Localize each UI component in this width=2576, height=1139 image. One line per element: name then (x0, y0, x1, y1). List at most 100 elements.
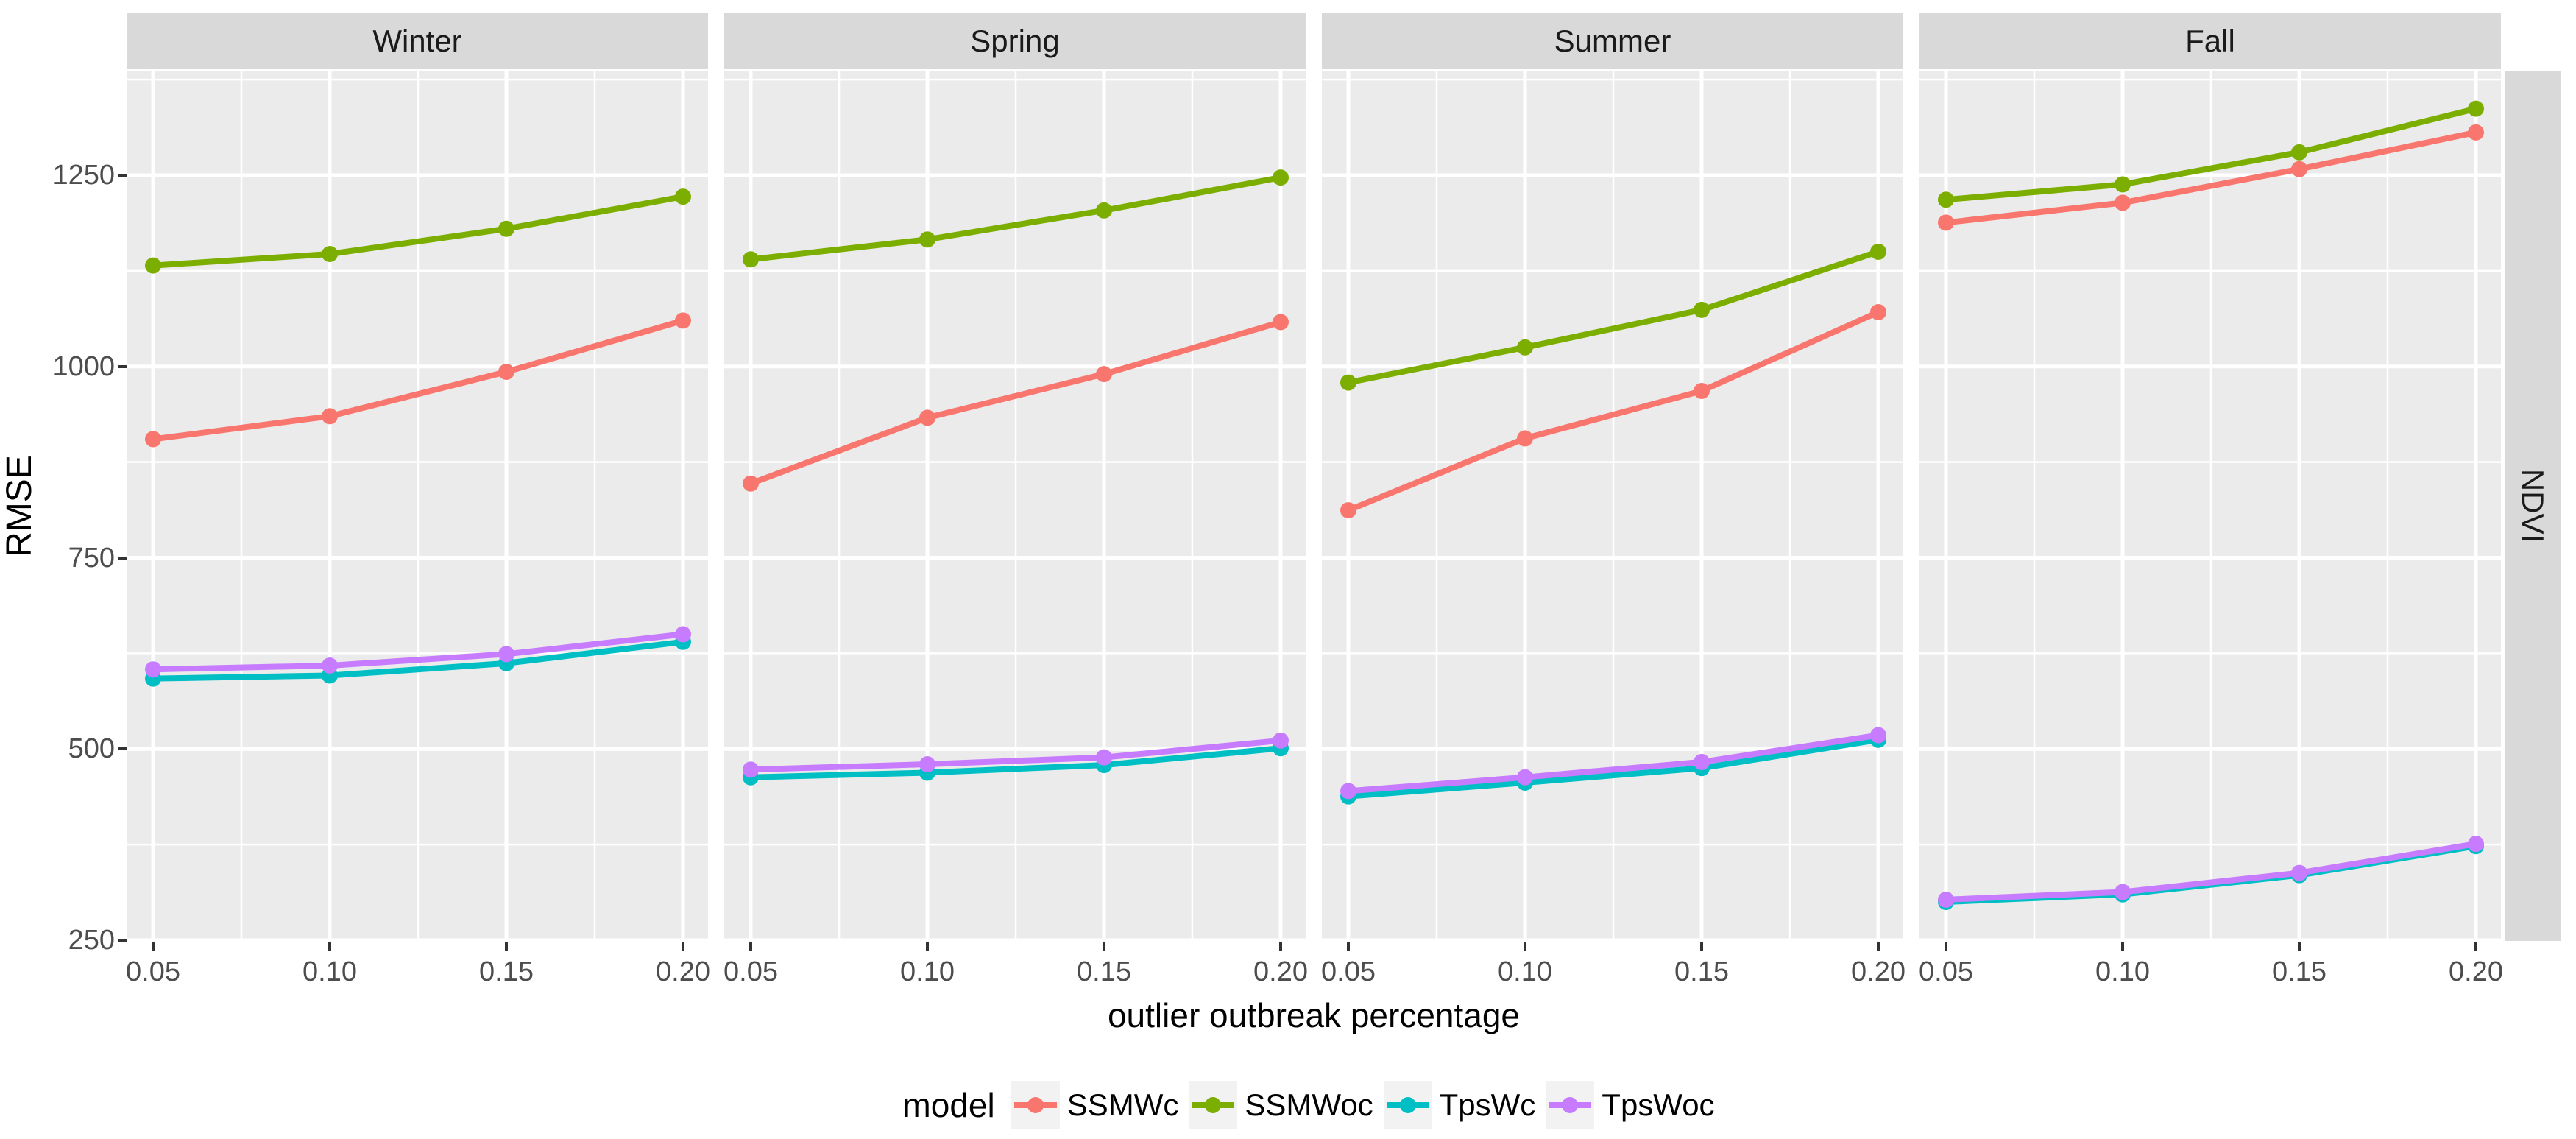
y-tick-mark (118, 364, 127, 368)
data-point-SSMWoc (1938, 191, 1954, 208)
series-line-SSMWc (748, 319, 1284, 487)
y-tick-mark (118, 747, 127, 751)
y-axis-title: RMSE (0, 0, 41, 1012)
data-point-SSMWc (743, 475, 759, 492)
panel-summer (1322, 71, 1903, 941)
panel-fall (1919, 71, 2501, 941)
legend-entry-SSMWc: SSMWc (1011, 1081, 1179, 1129)
data-point-TpsWoc (1273, 732, 1289, 749)
facet-strip-label: Summer (1554, 24, 1671, 58)
data-point-SSMWoc (498, 220, 514, 237)
x-tick-label-0.20: 0.20 (656, 956, 710, 987)
panel-winter (127, 71, 708, 941)
x-tick-mark (1877, 942, 1880, 951)
data-point-TpsWoc (1938, 891, 1954, 908)
data-point-TpsWoc (919, 756, 935, 773)
data-point-SSMWc (1517, 430, 1533, 447)
legend-key-line-icon (1192, 1097, 1235, 1113)
data-point-TpsWoc (675, 626, 691, 643)
series-line-TpsWc (748, 745, 1284, 780)
data-point-TpsWoc (2115, 884, 2131, 900)
series-line-TpsWoc (748, 737, 1284, 773)
legend-key-SSMWc (1011, 1081, 1060, 1129)
legend-label-TpsWoc: TpsWoc (1602, 1087, 1715, 1122)
legend-key-SSMWoc (1189, 1081, 1238, 1129)
x-tick-label-0.15: 0.15 (1077, 956, 1131, 987)
x-tick-mark (2474, 942, 2477, 951)
series-line-SSMWc (1943, 129, 2479, 226)
legend-title: model (902, 1086, 995, 1124)
y-tick-mark (118, 939, 127, 942)
facet-strip-fall: Fall (1919, 13, 2501, 69)
data-point-SSMWoc (145, 257, 161, 274)
data-point-SSMWoc (1870, 243, 1886, 260)
x-tick-mark (152, 942, 155, 951)
x-tick-mark (1945, 942, 1947, 951)
legend-key-line-icon (1386, 1097, 1429, 1113)
data-point-SSMWoc (2468, 100, 2484, 117)
data-point-SSMWoc (1340, 374, 1356, 391)
x-tick-label-0.05: 0.05 (723, 956, 778, 987)
data-point-SSMWc (919, 409, 935, 426)
y-tick-label-500: 500 (68, 733, 115, 765)
data-point-TpsWoc (322, 657, 338, 674)
x-tick-mark (926, 942, 929, 951)
legend: model SSMWc SSMWoc TpsWc TpsWoc (127, 1075, 2501, 1135)
x-tick-mark (749, 942, 752, 951)
x-tick-mark (1700, 942, 1703, 951)
x-tick-mark (1347, 942, 1350, 951)
data-point-SSMWc (145, 431, 161, 448)
data-point-SSMWc (322, 408, 338, 425)
series-line-TpsWoc (150, 631, 686, 673)
data-point-SSMWoc (675, 188, 691, 205)
x-tick-mark (2121, 942, 2124, 951)
series-line-SSMWoc (1943, 105, 2479, 203)
y-tick-mark (118, 556, 127, 560)
y-tick-label-250: 250 (68, 925, 115, 956)
facet-right-strip: NDVI (2505, 71, 2561, 941)
data-point-SSMWoc (1694, 301, 1710, 318)
x-tick-mark (328, 942, 331, 951)
data-point-TpsWoc (1517, 769, 1533, 786)
legend-label-SSMWoc: SSMWoc (1245, 1087, 1373, 1122)
facet-strip-label: Spring (970, 24, 1060, 58)
x-tick-label-0.20: 0.20 (1253, 956, 1308, 987)
facet-right-strip-label: NDVI (2516, 468, 2551, 543)
data-point-SSMWc (1340, 502, 1356, 519)
legend-key-TpsWc (1383, 1081, 1432, 1129)
data-point-SSMWc (1273, 314, 1289, 331)
x-axis-title-wrap: outlier outbreak percentage (127, 995, 2501, 1035)
data-point-SSMWoc (1517, 339, 1533, 356)
data-point-TpsWoc (2468, 836, 2484, 853)
x-tick-label-0.20: 0.20 (1851, 956, 1906, 987)
series-line-SSMWoc (748, 174, 1284, 263)
legend-label-SSMWc: SSMWc (1066, 1087, 1179, 1122)
y-tick-label-750: 750 (68, 542, 115, 574)
legend-key-TpsWoc (1546, 1081, 1595, 1129)
legend-label-TpsWc: TpsWc (1439, 1087, 1536, 1122)
x-tick-label-0.05: 0.05 (1919, 956, 1973, 987)
data-point-SSMWoc (2291, 144, 2307, 161)
series-line-TpsWoc (1345, 732, 1881, 794)
series-line-TpsWc (1345, 736, 1881, 800)
x-tick-label-0.10: 0.10 (2095, 956, 2150, 987)
facet-strip-label: Winter (372, 24, 462, 58)
data-point-TpsWoc (743, 761, 759, 778)
data-point-SSMWoc (1273, 169, 1289, 186)
legend-entry-SSMWoc: SSMWoc (1189, 1081, 1373, 1129)
legend-entry-TpsWoc: TpsWoc (1546, 1081, 1715, 1129)
series-line-TpsWoc (1943, 841, 2479, 903)
x-tick-label-0.15: 0.15 (2272, 956, 2326, 987)
y-tick-label-1250: 1250 (52, 160, 115, 191)
x-tick-label-0.05: 0.05 (126, 956, 180, 987)
series-line-SSMWc (1345, 308, 1881, 514)
x-tick-label-0.05: 0.05 (1321, 956, 1376, 987)
data-point-TpsWoc (1870, 727, 1886, 744)
x-tick-label-0.10: 0.10 (900, 956, 955, 987)
x-tick-label-0.10: 0.10 (302, 956, 357, 987)
data-point-SSMWc (675, 312, 691, 329)
x-tick-mark (505, 942, 508, 951)
data-point-TpsWoc (145, 661, 161, 678)
data-point-TpsWoc (498, 646, 514, 663)
